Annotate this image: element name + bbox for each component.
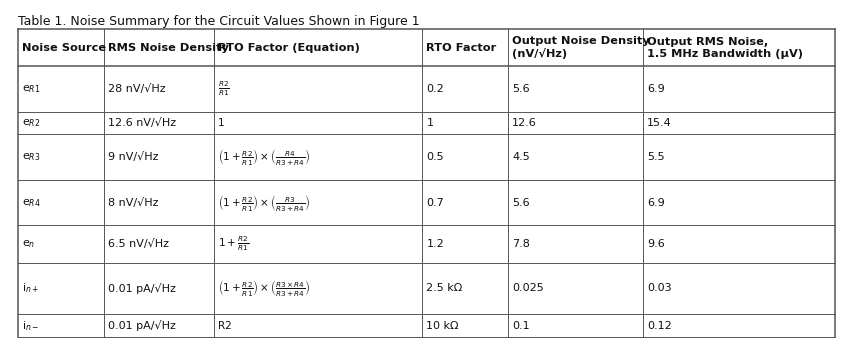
Text: 7.8: 7.8 bbox=[511, 239, 529, 249]
Text: $\frac{R2}{R1}$: $\frac{R2}{R1}$ bbox=[218, 80, 229, 98]
Text: 10 kΩ: 10 kΩ bbox=[426, 321, 458, 331]
Text: 1: 1 bbox=[426, 118, 433, 128]
Text: RTO Factor: RTO Factor bbox=[426, 42, 496, 52]
Text: 9.6: 9.6 bbox=[647, 239, 664, 249]
Text: e$_{R4}$: e$_{R4}$ bbox=[22, 197, 41, 208]
Text: 12.6: 12.6 bbox=[511, 118, 536, 128]
Text: i$_{n-}$: i$_{n-}$ bbox=[22, 319, 39, 333]
Text: 0.1: 0.1 bbox=[511, 321, 529, 331]
Text: 4.5: 4.5 bbox=[511, 152, 529, 162]
Text: 12.6 nV/√Hz: 12.6 nV/√Hz bbox=[107, 118, 176, 128]
Text: 0.01 pA/√Hz: 0.01 pA/√Hz bbox=[107, 320, 176, 331]
Text: Noise Source: Noise Source bbox=[22, 42, 106, 52]
Text: 5.6: 5.6 bbox=[511, 84, 529, 94]
Text: 0.5: 0.5 bbox=[426, 152, 444, 162]
Text: e$_{n}$: e$_{n}$ bbox=[22, 238, 35, 250]
Text: 5.5: 5.5 bbox=[647, 152, 664, 162]
Text: 6.9: 6.9 bbox=[647, 84, 664, 94]
Text: RMS Noise Density: RMS Noise Density bbox=[107, 42, 228, 52]
Text: R2: R2 bbox=[218, 321, 232, 331]
Text: 5.6: 5.6 bbox=[511, 198, 529, 208]
Text: 0.7: 0.7 bbox=[426, 198, 444, 208]
Text: 0.025: 0.025 bbox=[511, 284, 544, 294]
Text: 0.01 pA/√Hz: 0.01 pA/√Hz bbox=[107, 283, 176, 294]
Text: 6.9: 6.9 bbox=[647, 198, 664, 208]
Text: $\left(1+\frac{R2}{R1}\right)\times\left(\frac{R3}{R3+R4}\right)$: $\left(1+\frac{R2}{R1}\right)\times\left… bbox=[218, 193, 310, 213]
Text: Table 1. Noise Summary for the Circuit Values Shown in Figure 1: Table 1. Noise Summary for the Circuit V… bbox=[18, 15, 419, 28]
Text: 0.2: 0.2 bbox=[426, 84, 444, 94]
Text: e$_{R2}$: e$_{R2}$ bbox=[22, 117, 40, 129]
Text: 6.5 nV/√Hz: 6.5 nV/√Hz bbox=[107, 239, 169, 249]
Text: e$_{R1}$: e$_{R1}$ bbox=[22, 83, 41, 95]
Text: 0.12: 0.12 bbox=[647, 321, 671, 331]
Text: RTO Factor (Equation): RTO Factor (Equation) bbox=[218, 42, 360, 52]
Text: 28 nV/√Hz: 28 nV/√Hz bbox=[107, 84, 165, 94]
Text: e$_{R3}$: e$_{R3}$ bbox=[22, 151, 41, 163]
Text: Output RMS Noise,
1.5 MHz Bandwidth (μV): Output RMS Noise, 1.5 MHz Bandwidth (μV) bbox=[647, 37, 802, 59]
Text: $\left(1+\frac{R2}{R1}\right)\times\left(\frac{R3\times R4}{R3+R4}\right)$: $\left(1+\frac{R2}{R1}\right)\times\left… bbox=[218, 278, 310, 298]
Text: 1.2: 1.2 bbox=[426, 239, 444, 249]
Text: $\left(1+\frac{R2}{R1}\right)\times\left(\frac{R4}{R3+R4}\right)$: $\left(1+\frac{R2}{R1}\right)\times\left… bbox=[218, 147, 310, 167]
Bar bbox=[18, 29, 834, 337]
Text: Output Noise Density
(nV/√Hz): Output Noise Density (nV/√Hz) bbox=[511, 36, 649, 59]
Text: 9 nV/√Hz: 9 nV/√Hz bbox=[107, 152, 158, 162]
Text: i$_{n+}$: i$_{n+}$ bbox=[22, 282, 39, 295]
Text: 15.4: 15.4 bbox=[647, 118, 671, 128]
Text: 0.03: 0.03 bbox=[647, 284, 671, 294]
Text: 8 nV/√Hz: 8 nV/√Hz bbox=[107, 198, 158, 208]
Text: 2.5 kΩ: 2.5 kΩ bbox=[426, 284, 462, 294]
Text: $1+\frac{R2}{R1}$: $1+\frac{R2}{R1}$ bbox=[218, 235, 249, 253]
Text: 1: 1 bbox=[218, 118, 224, 128]
